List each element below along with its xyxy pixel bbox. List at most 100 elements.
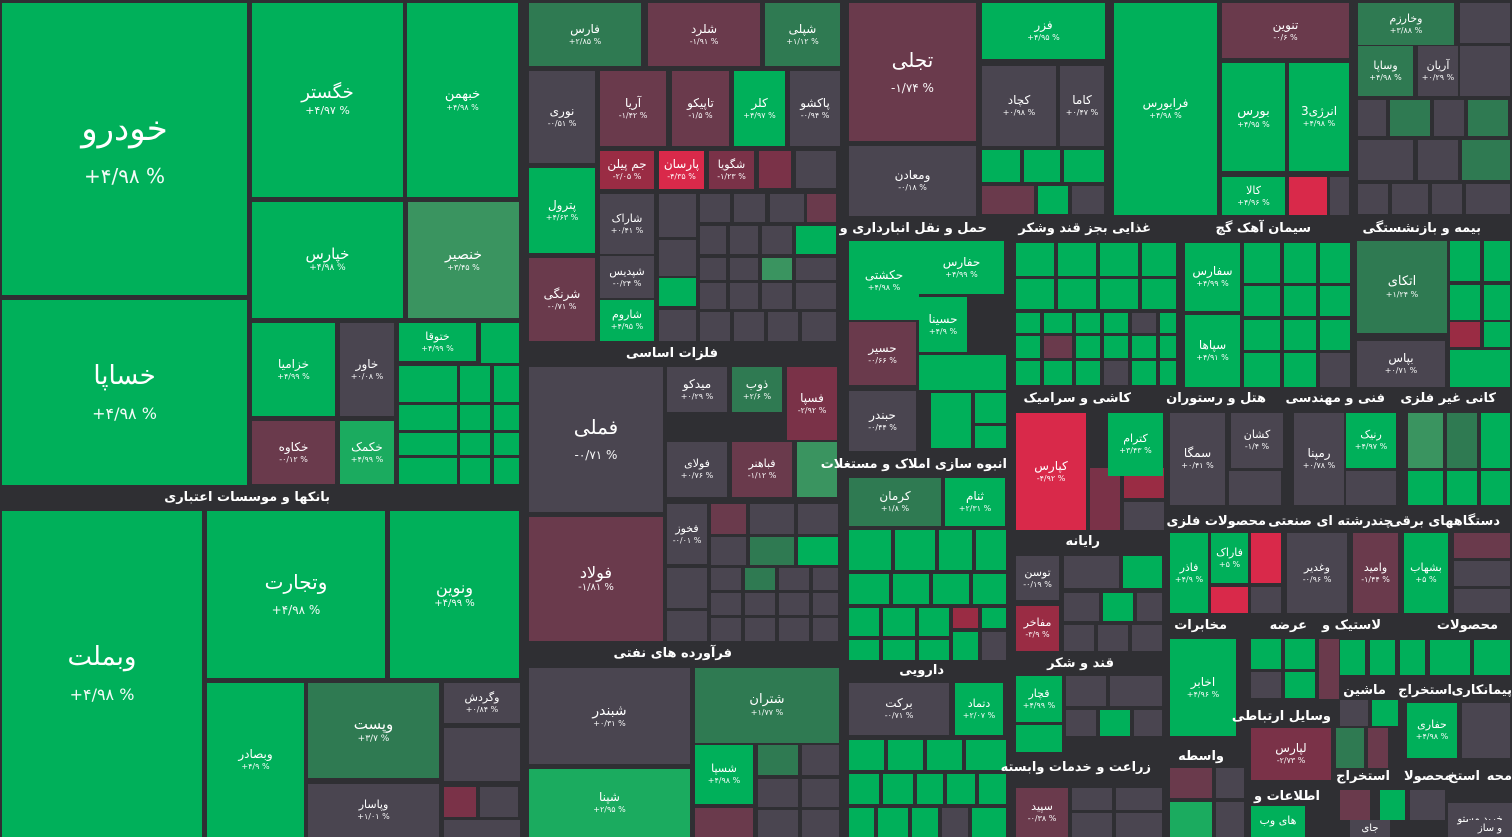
stock-tile[interactable] bbox=[919, 640, 949, 660]
stock-tile[interactable] bbox=[1481, 471, 1510, 505]
stock-tile[interactable]: ونوین +۴/۹۹ % bbox=[390, 511, 519, 678]
stock-tile[interactable] bbox=[1216, 802, 1244, 837]
stock-tile[interactable] bbox=[1132, 361, 1156, 385]
stock-tile[interactable]: اتکای +۱/۲۴ % bbox=[1357, 241, 1447, 333]
stock-tile[interactable]: شگویا -۱/۲۳ % bbox=[709, 151, 754, 189]
stock-tile[interactable] bbox=[893, 574, 929, 604]
stock-tile[interactable] bbox=[1104, 313, 1128, 333]
stock-tile[interactable] bbox=[758, 745, 798, 775]
stock-tile[interactable]: وبصادر +۴/۹ % bbox=[207, 683, 304, 837]
stock-tile[interactable] bbox=[982, 632, 1006, 660]
stock-tile[interactable] bbox=[1100, 243, 1138, 276]
stock-tile[interactable] bbox=[1072, 788, 1112, 810]
stock-tile[interactable] bbox=[460, 458, 490, 484]
stock-tile[interactable] bbox=[734, 312, 764, 341]
stock-tile[interactable] bbox=[878, 808, 908, 837]
stock-tile[interactable]: وامید -۱/۴۴ % bbox=[1353, 533, 1398, 613]
stock-tile[interactable] bbox=[802, 312, 836, 341]
stock-tile[interactable] bbox=[700, 226, 726, 254]
stock-tile[interactable]: وخارزم +۳/۸۸ % bbox=[1358, 3, 1454, 45]
stock-tile[interactable]: انرژی3 +۴/۹۸ % bbox=[1289, 63, 1349, 171]
stock-tile[interactable] bbox=[1330, 177, 1349, 215]
stock-tile[interactable]: بپاس +۰/۷۱ % bbox=[1357, 341, 1445, 387]
stock-tile[interactable] bbox=[758, 810, 798, 837]
stock-tile[interactable] bbox=[1016, 336, 1040, 358]
stock-tile[interactable] bbox=[1110, 676, 1162, 706]
stock-tile[interactable]: قچار +۴/۹۹ % bbox=[1016, 676, 1062, 722]
stock-tile[interactable]: خکمک +۴/۹۹ % bbox=[340, 421, 394, 484]
stock-tile[interactable] bbox=[745, 618, 775, 641]
stock-tile[interactable]: پاکشو -۰/۹۴ % bbox=[790, 71, 840, 146]
stock-tile[interactable] bbox=[494, 433, 519, 455]
stock-tile[interactable] bbox=[1104, 336, 1128, 358]
stock-tile[interactable] bbox=[919, 608, 949, 636]
stock-tile[interactable]: شپدیس -۰/۲۴ % bbox=[600, 256, 654, 298]
stock-tile[interactable] bbox=[1284, 286, 1316, 316]
stock-tile[interactable] bbox=[1368, 728, 1388, 768]
stock-tile[interactable] bbox=[1170, 802, 1212, 837]
stock-tile[interactable] bbox=[1132, 313, 1156, 333]
stock-tile[interactable] bbox=[931, 393, 971, 448]
stock-tile[interactable] bbox=[1336, 728, 1364, 768]
stock-tile[interactable] bbox=[1340, 790, 1370, 820]
stock-tile[interactable] bbox=[750, 537, 794, 565]
stock-tile[interactable] bbox=[745, 568, 775, 590]
stock-tile[interactable]: کالا +۴/۹۶ % bbox=[1222, 177, 1285, 215]
stock-tile[interactable] bbox=[1103, 593, 1133, 621]
stock-tile[interactable]: حکشتی +۴/۹۸ % bbox=[849, 241, 919, 320]
stock-tile[interactable]: خگستر +۴/۹۷ % bbox=[252, 3, 403, 197]
stock-tile[interactable] bbox=[1044, 336, 1072, 358]
stock-tile[interactable] bbox=[917, 774, 943, 804]
stock-tile[interactable]: رمپنا +۰/۷۸ % bbox=[1294, 413, 1344, 505]
stock-tile[interactable] bbox=[444, 787, 476, 817]
stock-tile[interactable]: شاروم +۴/۹۵ % bbox=[600, 300, 654, 341]
stock-tile[interactable] bbox=[1392, 184, 1428, 214]
stock-tile[interactable] bbox=[1090, 468, 1120, 530]
stock-tile[interactable] bbox=[730, 283, 758, 309]
stock-tile[interactable]: توسن -۰/۱۹ % bbox=[1016, 556, 1059, 600]
stock-tile[interactable] bbox=[1134, 710, 1162, 736]
stock-tile[interactable] bbox=[796, 258, 836, 280]
stock-tile[interactable]: وگردش +۰/۸۴ % bbox=[444, 683, 520, 723]
stock-tile[interactable] bbox=[849, 530, 891, 570]
stock-tile[interactable]: برکت -۰/۷۱ % bbox=[849, 683, 949, 735]
stock-tile[interactable] bbox=[730, 258, 758, 280]
stock-tile[interactable] bbox=[1100, 279, 1138, 309]
stock-tile[interactable] bbox=[813, 618, 838, 641]
stock-tile[interactable] bbox=[1447, 471, 1477, 505]
stock-tile[interactable] bbox=[797, 442, 837, 497]
stock-tile[interactable]: شلرد -۱/۹۱ % bbox=[648, 3, 760, 66]
stock-tile[interactable] bbox=[1284, 353, 1316, 387]
stock-tile[interactable] bbox=[1016, 361, 1040, 385]
stock-tile[interactable] bbox=[711, 618, 741, 641]
stock-tile[interactable] bbox=[982, 608, 1006, 628]
stock-tile[interactable] bbox=[779, 593, 809, 615]
stock-tile[interactable] bbox=[1016, 279, 1054, 309]
stock-tile[interactable] bbox=[1454, 533, 1510, 558]
stock-tile[interactable]: فولای +۰/۷۶ % bbox=[667, 442, 727, 497]
stock-tile[interactable]: شتران +۱/۷۷ % bbox=[695, 668, 839, 743]
stock-tile[interactable]: فسپا -۲/۹۲ % bbox=[787, 367, 837, 440]
stock-tile[interactable]: کچاد +۰/۹۸ % bbox=[982, 66, 1056, 146]
stock-tile[interactable]: اخابر +۴/۹۶ % bbox=[1170, 639, 1236, 736]
stock-tile[interactable] bbox=[1016, 313, 1040, 333]
stock-tile[interactable]: جای bbox=[1350, 820, 1390, 837]
stock-tile[interactable] bbox=[1160, 313, 1176, 333]
stock-tile[interactable]: حسیر -۰/۶۶ % bbox=[849, 322, 916, 385]
stock-tile[interactable]: وساپا +۴/۹۸ % bbox=[1358, 46, 1413, 96]
stock-tile[interactable] bbox=[1370, 640, 1395, 675]
stock-tile[interactable] bbox=[849, 808, 874, 837]
stock-tile[interactable]: لپارس -۲/۷۳ % bbox=[1251, 728, 1331, 780]
stock-tile[interactable] bbox=[953, 632, 978, 660]
stock-tile[interactable]: حبندر -۰/۴۴ % bbox=[849, 391, 916, 451]
stock-tile[interactable] bbox=[849, 608, 879, 636]
stock-tile[interactable] bbox=[1076, 361, 1100, 385]
stock-tile[interactable]: کرمان +۱/۸ % bbox=[849, 478, 941, 526]
stock-tile[interactable] bbox=[1320, 243, 1350, 283]
stock-tile[interactable] bbox=[779, 568, 809, 590]
stock-tile[interactable] bbox=[750, 504, 794, 534]
stock-tile[interactable] bbox=[796, 226, 836, 254]
stock-tile[interactable]: خکاوه -۰/۱۲ % bbox=[252, 421, 335, 484]
stock-tile[interactable]: خساپا +۴/۹۸ % bbox=[2, 300, 247, 485]
stock-tile[interactable]: وتجارت +۴/۹۸ % bbox=[207, 511, 385, 678]
